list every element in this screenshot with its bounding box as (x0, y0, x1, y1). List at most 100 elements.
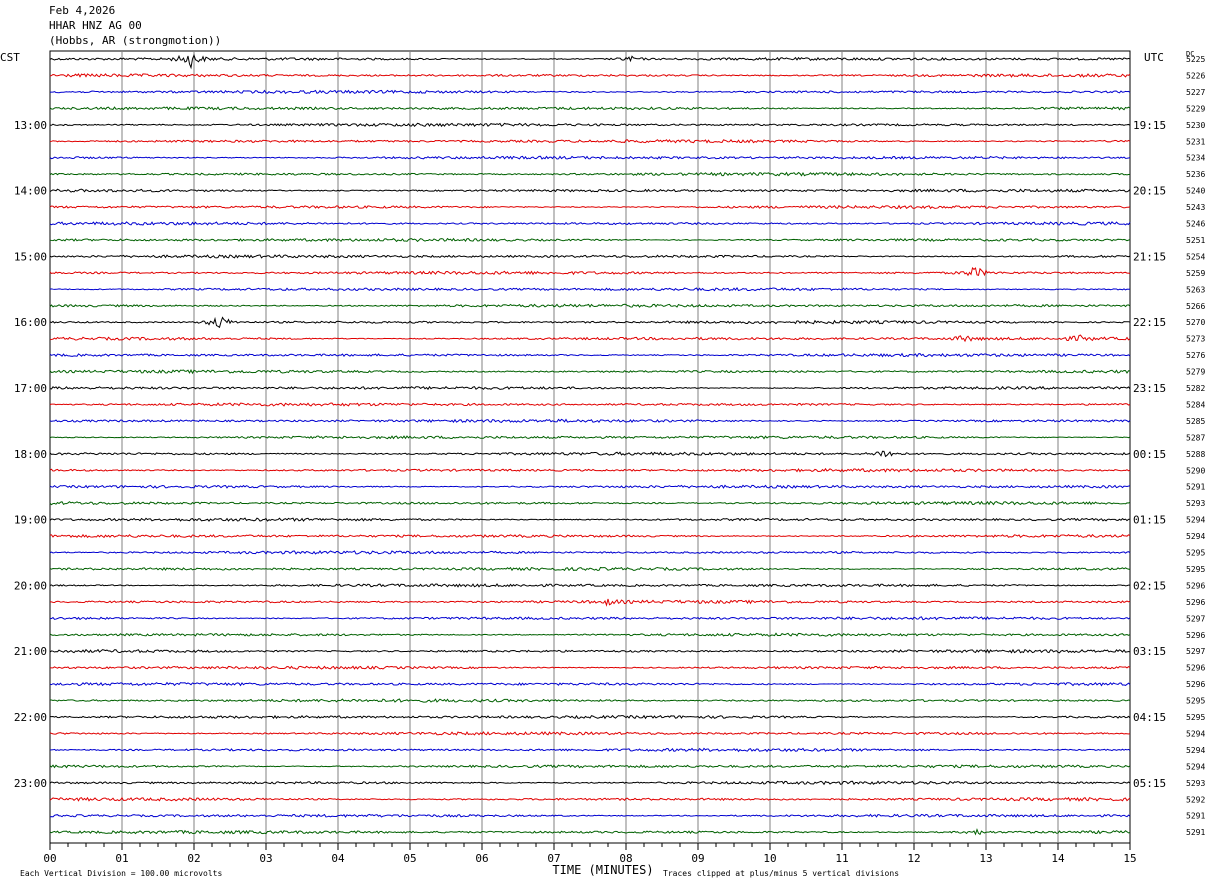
chart-date: Feb 4,2026 (49, 4, 116, 17)
trace-40 (49, 714, 1131, 720)
trace-5 (49, 139, 1131, 144)
right-hour-label: 20:15 (1133, 185, 1166, 198)
x-tick-label: 08 (619, 852, 632, 865)
trace-21 (49, 402, 1131, 407)
dc-offset-label: 5251 (1186, 236, 1205, 245)
trace-11 (49, 237, 1131, 243)
right-hour-label: 01:15 (1133, 514, 1166, 527)
dc-offset-label: 5263 (1186, 285, 1205, 294)
left-hour-label: 23:00 (14, 777, 47, 790)
trace-3 (49, 106, 1131, 111)
dc-offset-label: 5292 (1186, 795, 1205, 804)
trace-layer (49, 53, 1131, 836)
label-layer: 00 01 02 03 04 05 06 07 08 09 10 11 12 13 14 15 TIME (MI… (0, 50, 1205, 878)
dc-offset-label: 5288 (1186, 450, 1205, 459)
left-hour-label: 14:00 (14, 185, 47, 198)
x-axis-label: TIME (MINUTES) (552, 863, 653, 877)
dc-offset-label: 5227 (1186, 88, 1205, 97)
x-tick-label: 09 (691, 852, 704, 865)
left-hour-label: 16:00 (14, 316, 47, 329)
trace-14 (49, 287, 1131, 292)
grid-layer (49, 50, 1131, 850)
dc-offset-label: 5230 (1186, 121, 1205, 130)
trace-17 (49, 334, 1131, 343)
trace-31 (49, 566, 1131, 572)
right-hour-label: 02:15 (1133, 579, 1166, 592)
x-tick-label: 10 (763, 852, 776, 865)
trace-18 (49, 352, 1131, 358)
right-hour-label: 00:15 (1133, 448, 1166, 461)
dc-offset-label: 5285 (1186, 417, 1205, 426)
x-tick-label: 13 (979, 852, 992, 865)
x-tick-label: 01 (115, 852, 128, 865)
trace-8 (49, 188, 1131, 193)
dc-offset-label: 5294 (1186, 516, 1205, 525)
x-tick-label: 05 (403, 852, 416, 865)
dc-offset-label: 5297 (1186, 647, 1205, 656)
dc-offset-label: 5296 (1186, 680, 1205, 689)
dc-offset-label: 5236 (1186, 170, 1205, 179)
dc-offset-label: 5293 (1186, 779, 1205, 788)
right-hour-label: 04:15 (1133, 711, 1166, 724)
x-tick-label: 03 (259, 852, 272, 865)
footer-clip-note: Traces clipped at plus/minus 5 vertical … (663, 869, 899, 878)
trace-0 (49, 53, 1131, 70)
right-hour-label: 19:15 (1133, 119, 1166, 132)
left-hour-label: 19:00 (14, 514, 47, 527)
x-tick-label: 15 (1123, 852, 1136, 865)
x-tick-label: 06 (475, 852, 488, 865)
trace-25 (49, 467, 1131, 473)
trace-7 (49, 171, 1131, 177)
x-tick-label: 11 (835, 852, 848, 865)
dc-offset-label: 5294 (1186, 729, 1205, 738)
trace-41 (49, 731, 1131, 736)
trace-12 (49, 254, 1131, 259)
trace-23 (49, 435, 1131, 440)
dc-offset-label: 5296 (1186, 581, 1205, 590)
trace-4 (49, 122, 1131, 128)
trace-33 (49, 598, 1131, 607)
trace-6 (49, 155, 1131, 160)
dc-offset-label: 5294 (1186, 532, 1205, 541)
trace-38 (49, 681, 1131, 687)
dc-offset-label: 5295 (1186, 549, 1205, 558)
x-tick-label: 02 (187, 852, 200, 865)
dc-offset-label: 5225 (1186, 55, 1205, 64)
trace-24 (49, 450, 1131, 458)
trace-27 (49, 500, 1131, 506)
trace-39 (49, 698, 1131, 703)
dc-offset-label: 5287 (1186, 433, 1205, 442)
trace-29 (49, 533, 1131, 539)
trace-15 (49, 303, 1131, 308)
dc-offset-label: 5273 (1186, 335, 1205, 344)
chart-channel: HHAR HNZ AG 00 (49, 19, 142, 32)
trace-16 (49, 316, 1131, 329)
x-tick-label: 07 (547, 852, 560, 865)
right-hour-label: 22:15 (1133, 316, 1166, 329)
dc-offset-label: 5234 (1186, 154, 1205, 163)
trace-32 (49, 583, 1131, 588)
dc-offset-label: 5295 (1186, 713, 1205, 722)
trace-46 (49, 813, 1131, 818)
x-tick-label: 12 (907, 852, 920, 865)
trace-1 (49, 73, 1131, 78)
dc-offset-label: 5297 (1186, 614, 1205, 623)
dc-offset-label: 5266 (1186, 302, 1205, 311)
dc-offset-label: 5270 (1186, 318, 1205, 327)
dc-offset-label: 5229 (1186, 104, 1205, 113)
left-timezone-label: CST (0, 51, 20, 64)
trace-28 (49, 517, 1131, 522)
trace-22 (49, 418, 1131, 424)
x-tick-label: 04 (331, 852, 345, 865)
dc-offset-label: 5291 (1186, 812, 1205, 821)
left-hour-label: 21:00 (14, 645, 47, 658)
dc-offset-label: 5279 (1186, 368, 1205, 377)
trace-30 (49, 550, 1131, 555)
dc-offset-label: 5294 (1186, 746, 1205, 755)
right-hour-label: 05:15 (1133, 777, 1166, 790)
trace-13 (49, 266, 1131, 277)
dc-offset-label: 5259 (1186, 269, 1205, 278)
left-hour-label: 22:00 (14, 711, 47, 724)
dc-offset-label: 5243 (1186, 203, 1205, 212)
